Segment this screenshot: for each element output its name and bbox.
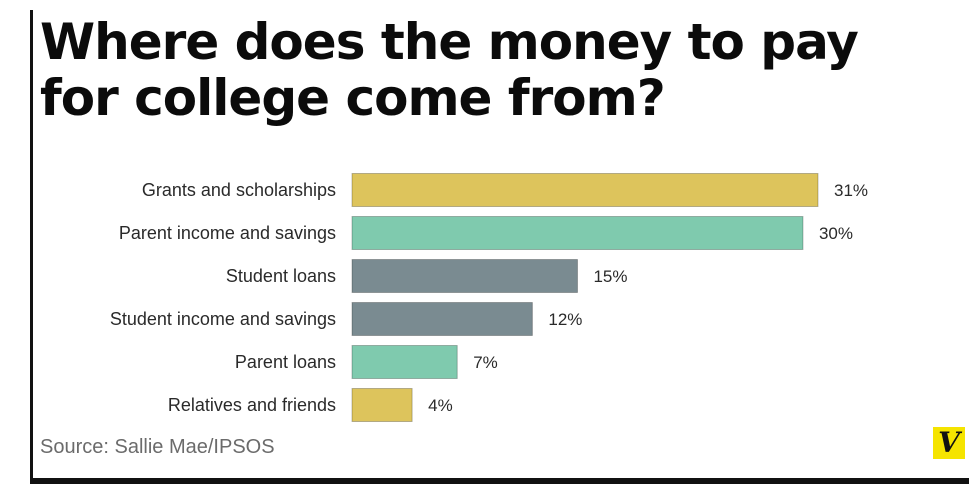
chart-title: Where does the money to pay for college … (40, 13, 859, 127)
bar (351, 173, 819, 207)
category-label: Relatives and friends (168, 395, 336, 415)
category-label: Parent loans (235, 352, 336, 372)
bar (351, 216, 804, 250)
bar (351, 302, 533, 336)
frame-bottom-rule (30, 478, 969, 484)
value-label: 31% (834, 181, 868, 200)
category-label: Student loans (226, 266, 336, 286)
value-label: 7% (473, 353, 498, 372)
category-label: Student income and savings (110, 309, 336, 329)
bar (351, 259, 578, 293)
category-label: Parent income and savings (119, 223, 336, 243)
value-label: 30% (819, 224, 853, 243)
source-note: Source: Sallie Mae/IPSOS (40, 436, 275, 458)
frame-left-rule (30, 10, 33, 480)
value-label: 12% (548, 310, 582, 329)
value-label: 15% (593, 267, 627, 286)
vox-logo: V (933, 427, 965, 459)
value-label: 4% (428, 396, 453, 415)
bar (351, 388, 413, 422)
bar (351, 345, 458, 379)
category-label: Grants and scholarships (142, 180, 336, 200)
